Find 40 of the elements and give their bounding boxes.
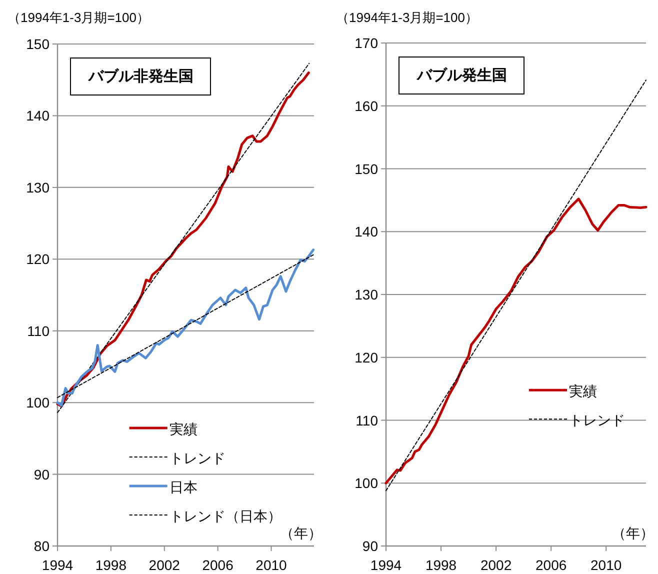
y-tick-label: 120 xyxy=(354,349,378,366)
x-tick-label: 2010 xyxy=(590,557,622,573)
x-tick-label: 1994 xyxy=(370,557,402,573)
y-tick-label: 120 xyxy=(26,251,50,268)
legend-label: トレンド xyxy=(169,450,226,466)
legend-label: 実績 xyxy=(569,383,597,400)
x-tick-label: 2010 xyxy=(256,557,288,573)
y-tick-label: 150 xyxy=(26,36,50,52)
x-tick-label: 1998 xyxy=(95,557,127,573)
text: バブル発生国 xyxy=(416,67,507,84)
y-tick-label: 140 xyxy=(354,224,378,240)
y-tick-label: 90 xyxy=(34,466,50,482)
x-tick-label: 2002 xyxy=(148,557,180,573)
y-tick-label: 110 xyxy=(27,322,50,339)
y-tick-label: 110 xyxy=(356,412,378,428)
line-series xyxy=(384,198,648,484)
x-tick-label: 2002 xyxy=(480,557,512,573)
x-tick-label: 2006 xyxy=(202,557,234,573)
x-axis-title: （年） xyxy=(280,525,322,541)
x-tick-label: 1994 xyxy=(42,557,74,573)
y-tick-label: 80 xyxy=(34,538,50,554)
y-tick-label: 140 xyxy=(26,108,50,124)
x-axis-title: （年） xyxy=(612,525,654,541)
y-tick-label: 90 xyxy=(362,538,378,554)
legend-label: トレンド（日本） xyxy=(169,508,282,524)
x-tick-label: 2006 xyxy=(536,557,567,573)
y-tick-label: 100 xyxy=(26,394,50,411)
x-tick-label: 1998 xyxy=(425,557,457,573)
y-tick-label: 130 xyxy=(354,286,378,302)
y-tick-label: 100 xyxy=(354,475,378,492)
y-tick-label: 160 xyxy=(354,98,378,114)
y-tick-label: 130 xyxy=(26,179,50,196)
text: バブル非発生国 xyxy=(88,68,194,85)
legend-label: 日本 xyxy=(169,479,198,495)
legend-label: トレンド xyxy=(569,412,625,428)
y-tick-label: 150 xyxy=(354,160,378,177)
y-axis-title: （1994年1-3月期=100） xyxy=(336,10,478,25)
y-tick-label: 170 xyxy=(354,35,378,51)
y-axis-title: （1994年1-3月期=100） xyxy=(8,10,150,25)
legend-label: 実績 xyxy=(169,421,198,437)
